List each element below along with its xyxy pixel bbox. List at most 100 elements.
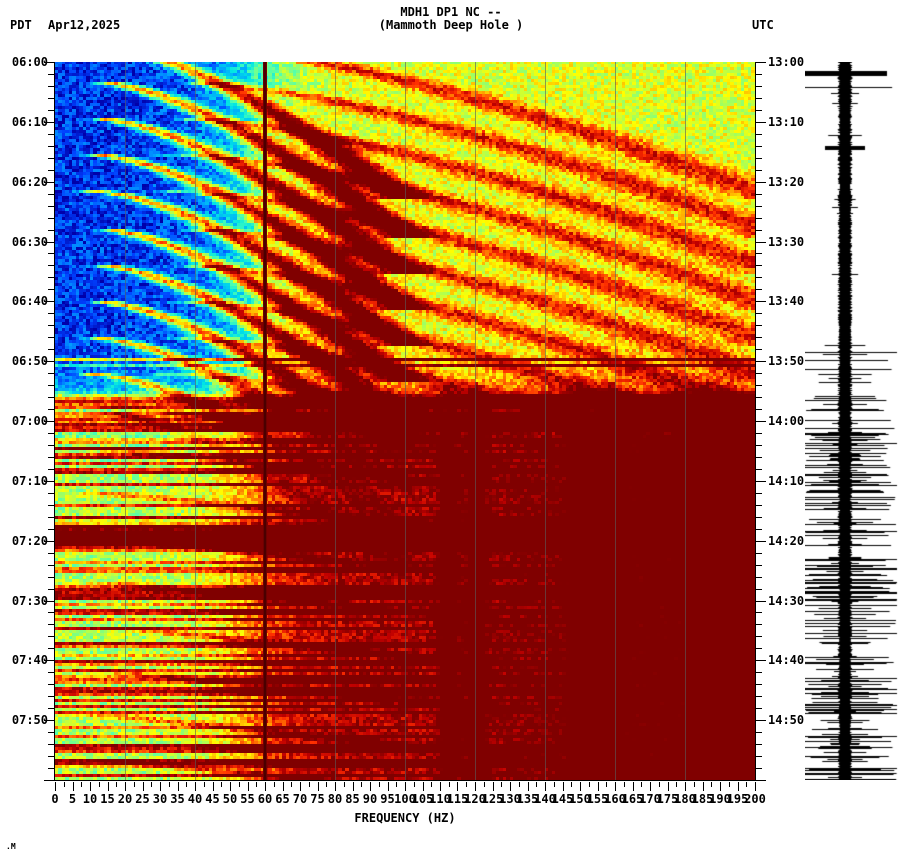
freq-label: 65 <box>275 792 290 806</box>
left-tick <box>44 541 54 542</box>
right-tick <box>756 74 762 75</box>
freq-tick <box>694 782 695 787</box>
freq-tick <box>186 782 187 787</box>
left-tick <box>48 768 54 769</box>
spectrogram-canvas <box>55 62 755 780</box>
freq-label: 30 <box>152 792 168 806</box>
freq-tick <box>169 782 170 787</box>
freq-tick <box>738 782 739 791</box>
right-tick <box>756 242 766 243</box>
time-label-utc: 14:40 <box>768 653 805 668</box>
left-tick <box>48 732 54 733</box>
time-label-pdt: 06:40 <box>11 294 48 309</box>
left-tick <box>48 708 54 709</box>
freq-label: 15 <box>100 792 115 806</box>
left-tick <box>44 660 54 661</box>
freq-tick <box>624 782 625 787</box>
time-label-utc: 14:00 <box>768 414 805 428</box>
spectrogram-plot[interactable] <box>55 62 755 780</box>
left-tick <box>48 86 54 87</box>
freq-tick <box>361 782 362 787</box>
timezone-label-left: PDT <box>10 18 32 32</box>
left-tick <box>48 517 54 518</box>
seismogram-trace <box>805 62 900 780</box>
left-tick <box>44 62 54 63</box>
x-axis-title: FREQUENCY (HZ) <box>354 811 456 825</box>
freq-tick <box>668 782 669 791</box>
freq-tick <box>449 782 450 787</box>
freq-tick <box>423 782 424 791</box>
time-label-utc: 13:10 <box>768 114 805 129</box>
right-tick <box>756 313 762 314</box>
freq-label: 165 <box>621 792 644 806</box>
bottom-axis-line <box>54 780 756 781</box>
left-tick <box>44 242 54 243</box>
left-tick <box>48 325 54 326</box>
left-tick <box>48 684 54 685</box>
right-tick <box>756 62 766 63</box>
left-tick <box>48 529 54 530</box>
freq-tick <box>291 782 292 787</box>
freq-label: 115 <box>446 792 469 806</box>
freq-label: 135 <box>516 792 539 806</box>
left-tick <box>48 505 54 506</box>
right-tick <box>756 98 762 99</box>
time-label-pdt: 07:40 <box>11 653 48 668</box>
freq-label: 40 <box>187 792 203 806</box>
freq-tick <box>116 782 117 787</box>
left-tick <box>44 780 54 781</box>
left-tick <box>48 289 54 290</box>
right-tick <box>756 624 762 625</box>
freq-label: 35 <box>170 792 185 806</box>
time-label-pdt: 06:10 <box>11 114 48 129</box>
freq-tick <box>160 782 161 791</box>
right-tick <box>756 744 762 745</box>
right-tick <box>756 265 762 266</box>
freq-tick <box>720 782 721 791</box>
right-tick <box>756 218 762 219</box>
freq-tick <box>64 782 65 787</box>
left-tick <box>48 170 54 171</box>
freq-tick <box>440 782 441 791</box>
freq-tick <box>353 782 354 791</box>
freq-tick <box>746 782 747 787</box>
left-tick <box>48 206 54 207</box>
freq-tick <box>414 782 415 787</box>
left-tick <box>48 565 54 566</box>
freq-tick <box>466 782 467 787</box>
right-tick <box>756 756 762 757</box>
left-tick <box>48 756 54 757</box>
freq-label: 60 <box>257 792 273 806</box>
freq-tick <box>598 782 599 791</box>
right-tick <box>756 194 762 195</box>
right-tick <box>756 672 762 673</box>
freq-label: 85 <box>345 792 360 806</box>
left-tick <box>48 648 54 649</box>
left-tick <box>48 457 54 458</box>
right-tick <box>756 146 762 147</box>
freq-tick <box>650 782 651 791</box>
right-tick <box>756 493 762 494</box>
left-tick <box>44 481 54 482</box>
station-subtitle: (Mammoth Deep Hole ) <box>378 18 524 32</box>
freq-tick <box>589 782 590 787</box>
left-tick <box>48 265 54 266</box>
corner-mark: .M <box>6 842 16 851</box>
right-tick <box>756 636 762 637</box>
freq-tick <box>274 782 275 787</box>
left-tick <box>48 493 54 494</box>
right-tick <box>756 86 762 87</box>
freq-tick <box>300 782 301 791</box>
left-tick <box>44 361 54 362</box>
seismogram-canvas <box>805 62 900 780</box>
freq-tick <box>81 782 82 787</box>
freq-tick <box>510 782 511 791</box>
time-label-pdt: 06:30 <box>11 234 48 249</box>
left-tick <box>48 672 54 673</box>
left-tick <box>48 158 54 159</box>
freq-tick <box>248 782 249 791</box>
freq-tick <box>528 782 529 791</box>
time-label-pdt: 07:50 <box>11 713 48 728</box>
freq-tick <box>493 782 494 791</box>
right-tick <box>756 577 762 578</box>
